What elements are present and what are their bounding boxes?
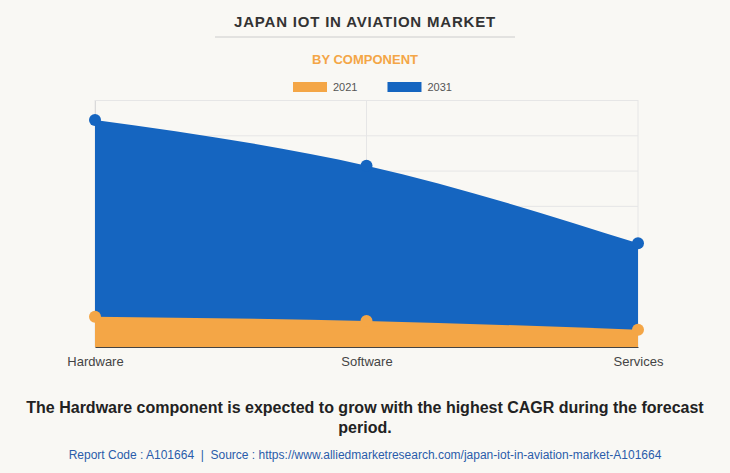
source: Report Code : A101664 | Source : https:/… <box>69 448 662 462</box>
caption: The Hardware component is expected to gr… <box>26 399 704 436</box>
x-tick-label: Services <box>614 354 664 369</box>
x-tick: Software <box>341 347 392 369</box>
y-grid-line <box>95 347 638 348</box>
marker <box>89 311 101 323</box>
legend: 2021 2031 <box>293 81 452 93</box>
x-tick-label: Hardware <box>67 354 123 369</box>
marker <box>89 114 101 126</box>
title: JAPAN IOT IN AVIATION MARKET <box>234 13 496 30</box>
y-tick <box>95 347 638 348</box>
legend-label: 2031 <box>427 81 451 93</box>
marker <box>361 160 373 172</box>
x-tick: Hardware <box>67 347 123 369</box>
y-axis-line <box>96 101 639 348</box>
area <box>95 120 638 347</box>
subtitle: BY COMPONENT <box>312 52 418 67</box>
x-axis-line <box>96 347 639 348</box>
plot-area <box>89 114 644 347</box>
marker <box>632 237 644 249</box>
legend-swatch <box>387 82 421 92</box>
x-axis: Hardware Software Services <box>67 347 664 369</box>
y-axis <box>95 101 638 348</box>
title-underline <box>215 37 515 38</box>
legend-swatch <box>293 82 327 92</box>
background <box>0 0 730 473</box>
x-tick: Services <box>614 347 664 369</box>
legend-label: 2021 <box>333 81 357 93</box>
marker <box>361 315 373 327</box>
x-tick-label: Software <box>341 354 392 369</box>
marker <box>632 324 644 336</box>
